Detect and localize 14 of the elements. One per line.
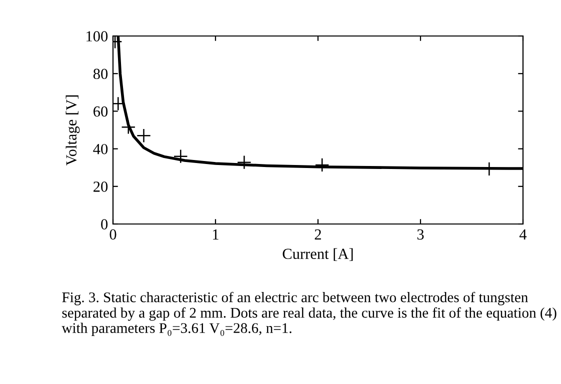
- caption: Fig. 3. Static characteristic of an electric arc between two electrodes of tungsten separated by a gap of 2 mm. Dots are real data, the curve is the fit of the equation (4) with parameters P₀=3.61 V₀=28.6, n=1.: [62, 292, 556, 336]
- y-tick-label: 80: [93, 68, 108, 80]
- y-tick-label: 20: [94, 182, 108, 192]
- y-tick-label: 40: [93, 144, 108, 154]
- x-axis-title: Current [A]: [282, 248, 353, 261]
- y-axis-title: Voltage [V]: [66, 95, 80, 166]
- y-tick-label: 100: [86, 31, 108, 42]
- x-tick-label: 4: [519, 229, 527, 240]
- x-tick-label: 1: [213, 229, 218, 240]
- x-tick-label: 0: [110, 229, 116, 240]
- x-tick-label: 3: [417, 229, 424, 240]
- y-tick-label: 0: [101, 219, 108, 230]
- x-tick-label: 2: [314, 229, 321, 240]
- y-tick-label: 60: [94, 106, 108, 117]
